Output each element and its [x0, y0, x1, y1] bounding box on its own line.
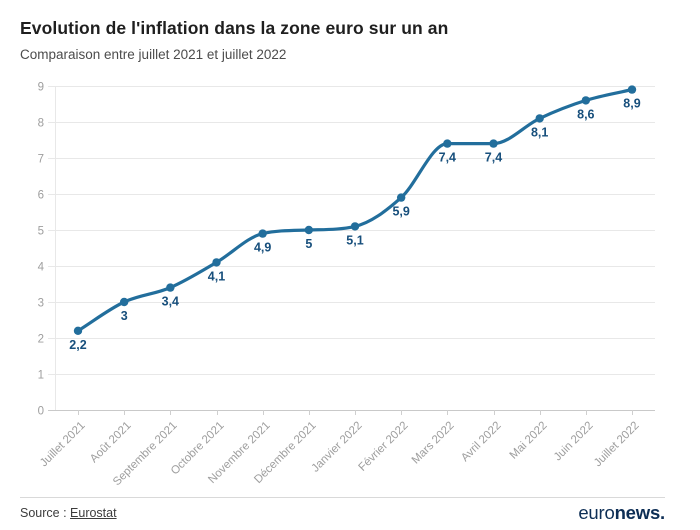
- y-tick-label: 0: [38, 406, 44, 418]
- data-point: [304, 225, 314, 235]
- x-tick-label: Juillet 2021: [38, 420, 88, 470]
- x-tick-label: Juin 2022: [552, 420, 596, 464]
- value-label: 3: [121, 309, 128, 323]
- source-link[interactable]: Eurostat: [70, 506, 117, 520]
- y-tick-label: 3: [38, 298, 44, 310]
- value-label: 5,1: [346, 233, 363, 247]
- data-point: [535, 114, 544, 123]
- source-note: Source : Eurostat: [20, 506, 117, 520]
- value-label: 8,6: [577, 107, 594, 121]
- y-tick-label: 5: [38, 226, 44, 238]
- value-label: 3,4: [162, 295, 179, 309]
- data-point: [627, 85, 637, 94]
- data-point: [581, 96, 591, 105]
- x-tick-label: Juillet 2022: [592, 420, 642, 470]
- value-label: 8,1: [531, 125, 548, 139]
- page-subtitle: Comparaison entre juillet 2021 et juille…: [20, 47, 287, 62]
- y-tick-label: 7: [38, 154, 44, 166]
- data-point: [443, 139, 452, 148]
- data-point: [119, 297, 129, 307]
- inflation-line-chart: 0 1 2 3 4 5 6 7 8 9 Juillet 2021 Août 2021 Septembre…: [0, 70, 700, 490]
- value-label: 4,1: [208, 269, 225, 283]
- chart-header: Evolution de l'inflation dans la zone eu…: [20, 16, 680, 63]
- y-tick-label: 4: [38, 262, 45, 274]
- data-point: [489, 139, 498, 148]
- value-label: 4,9: [254, 241, 271, 255]
- data-point: [350, 222, 360, 231]
- data-point: [166, 283, 175, 292]
- value-label: 7,4: [485, 151, 502, 165]
- value-label: 5,9: [392, 205, 409, 219]
- y-tick-label: 9: [38, 82, 44, 94]
- footer-divider: [20, 497, 665, 498]
- data-point: [73, 326, 83, 335]
- data-point: [258, 229, 267, 238]
- x-tick-label: Mars 2022: [410, 420, 457, 467]
- x-tick-label: Août 2021: [88, 420, 134, 466]
- y-tick-label: 1: [38, 370, 44, 382]
- x-tick-label: Avril 2022: [459, 420, 504, 465]
- y-tick-label: 8: [38, 118, 44, 130]
- value-label: 5: [305, 237, 312, 251]
- euronews-logo: euronews.: [578, 502, 665, 524]
- euronews-logo-euro: euro: [578, 502, 615, 523]
- x-tick-label: Février 2022: [356, 420, 410, 474]
- value-label: 2,2: [69, 338, 86, 352]
- source-prefix: Source :: [20, 506, 71, 520]
- x-tick-label: Mai 2022: [508, 420, 550, 462]
- value-label: 8,9: [623, 97, 640, 111]
- y-tick-label: 2: [38, 334, 44, 346]
- page-title: Evolution de l'inflation dans la zone eu…: [20, 18, 449, 38]
- data-point: [212, 258, 221, 267]
- euronews-logo-news: news.: [614, 502, 666, 523]
- value-label: 7,4: [439, 151, 456, 165]
- y-tick-label: 6: [38, 190, 44, 202]
- data-point: [396, 193, 406, 202]
